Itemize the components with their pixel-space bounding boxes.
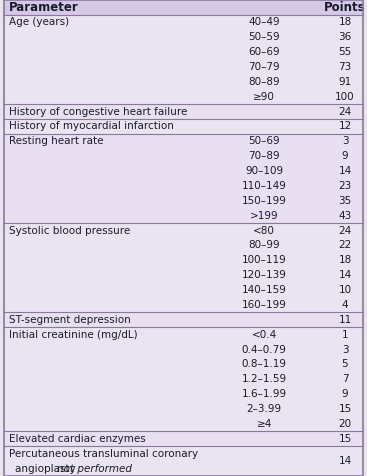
- Text: 55: 55: [338, 47, 352, 57]
- Text: angioplasty: angioplasty: [15, 464, 79, 474]
- Bar: [4, 223, 363, 312]
- Text: Elevated cardiac enzymes: Elevated cardiac enzymes: [9, 434, 146, 444]
- Text: 15: 15: [338, 434, 352, 444]
- Text: 14: 14: [338, 166, 352, 176]
- Text: 14: 14: [338, 270, 352, 280]
- Text: 43: 43: [338, 211, 352, 221]
- Text: Resting heart rate: Resting heart rate: [9, 136, 103, 146]
- Text: 73: 73: [338, 62, 352, 72]
- Bar: [4, 15, 363, 104]
- Bar: [4, 119, 363, 134]
- Text: 150–199: 150–199: [242, 196, 287, 206]
- Text: 160–199: 160–199: [242, 300, 287, 310]
- Text: 11: 11: [338, 315, 352, 325]
- Text: 90–109: 90–109: [245, 166, 283, 176]
- Text: 18: 18: [338, 17, 352, 27]
- Bar: [4, 0, 363, 15]
- Text: 50–59: 50–59: [248, 32, 280, 42]
- Text: 24: 24: [338, 226, 352, 236]
- Text: ≥90: ≥90: [253, 92, 275, 102]
- Text: 5: 5: [342, 359, 348, 369]
- Bar: [4, 446, 363, 476]
- Text: 9: 9: [342, 389, 348, 399]
- Text: 40–49: 40–49: [248, 17, 280, 27]
- Text: 14: 14: [338, 456, 352, 466]
- Text: History of myocardial infarction: History of myocardial infarction: [9, 121, 174, 131]
- Text: 15: 15: [338, 404, 352, 414]
- Text: 10: 10: [338, 285, 352, 295]
- Text: 18: 18: [338, 255, 352, 265]
- Text: Points: Points: [324, 1, 366, 14]
- Text: 9: 9: [342, 151, 348, 161]
- Text: 24: 24: [338, 107, 352, 117]
- Text: 3: 3: [342, 136, 348, 146]
- Text: 1.2–1.59: 1.2–1.59: [242, 374, 287, 384]
- Text: ≥4: ≥4: [257, 419, 272, 429]
- Text: History of congestive heart failure: History of congestive heart failure: [9, 107, 188, 117]
- Text: >199: >199: [250, 211, 279, 221]
- Text: 60–69: 60–69: [248, 47, 280, 57]
- Text: 100: 100: [335, 92, 355, 102]
- Text: 7: 7: [342, 374, 348, 384]
- Text: 70–79: 70–79: [248, 62, 280, 72]
- Text: <80: <80: [253, 226, 275, 236]
- Text: 80–89: 80–89: [248, 77, 280, 87]
- Text: 1.6–1.99: 1.6–1.99: [242, 389, 287, 399]
- Text: 0.8–1.19: 0.8–1.19: [242, 359, 287, 369]
- Text: not performed: not performed: [57, 464, 132, 474]
- Text: 2–3.99: 2–3.99: [247, 404, 282, 414]
- Bar: [4, 312, 363, 327]
- Text: 36: 36: [338, 32, 352, 42]
- Text: 70–89: 70–89: [248, 151, 280, 161]
- Text: 3: 3: [342, 345, 348, 355]
- Text: 4: 4: [342, 300, 348, 310]
- Text: 80–99: 80–99: [248, 240, 280, 250]
- Text: 35: 35: [338, 196, 352, 206]
- Text: Parameter: Parameter: [9, 1, 79, 14]
- Text: 110–149: 110–149: [242, 181, 287, 191]
- Text: 120–139: 120–139: [242, 270, 287, 280]
- Text: <0.4: <0.4: [252, 330, 277, 340]
- Text: 91: 91: [338, 77, 352, 87]
- Text: 23: 23: [338, 181, 352, 191]
- Text: 20: 20: [338, 419, 352, 429]
- Text: Initial creatinine (mg/dL): Initial creatinine (mg/dL): [9, 330, 138, 340]
- Text: Age (years): Age (years): [9, 17, 69, 27]
- Text: 50–69: 50–69: [248, 136, 280, 146]
- Text: 0.4–0.79: 0.4–0.79: [242, 345, 287, 355]
- Bar: [4, 327, 363, 431]
- Bar: [4, 104, 363, 119]
- Text: ST-segment depression: ST-segment depression: [9, 315, 131, 325]
- Text: Systolic blood pressure: Systolic blood pressure: [9, 226, 130, 236]
- Text: 1: 1: [342, 330, 348, 340]
- Text: 12: 12: [338, 121, 352, 131]
- Text: 140–159: 140–159: [242, 285, 287, 295]
- Bar: [4, 134, 363, 223]
- Bar: [4, 431, 363, 446]
- Text: Percutaneous transluminal coronary: Percutaneous transluminal coronary: [9, 449, 198, 459]
- Text: 100–119: 100–119: [242, 255, 287, 265]
- Text: 22: 22: [338, 240, 352, 250]
